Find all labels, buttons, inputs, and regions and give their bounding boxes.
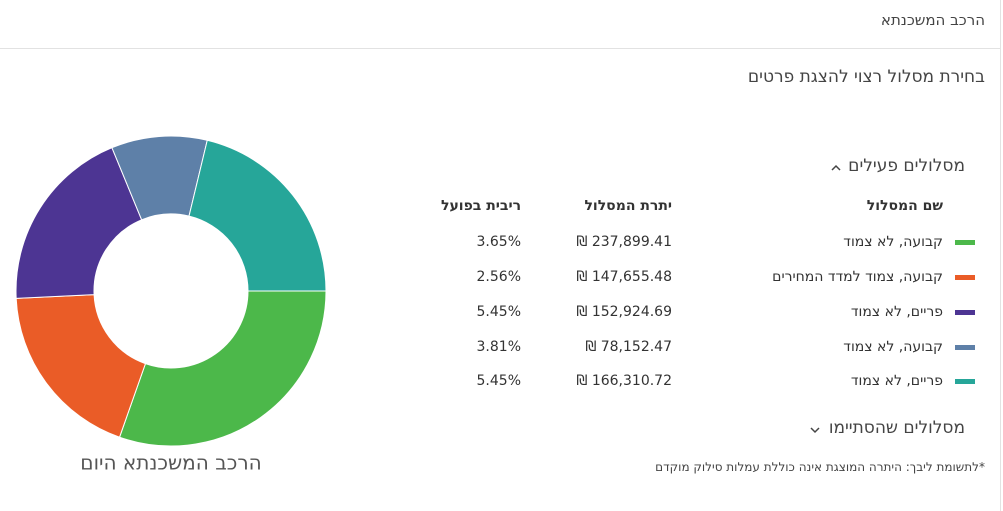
donut-chart: הרכב המשכנתא היום [15,135,327,475]
footnote: *לתשומת ליבך: היתרה המוצגת אינה כוללת עמ… [655,460,985,474]
donut-slice[interactable] [15,147,143,299]
legend-swatch [955,379,975,384]
caret-down [810,427,820,434]
route-name: קבועה, לא צמוד [843,234,943,250]
chart-title: הרכב המשכנתא היום [80,451,261,475]
header-name: שם המסלול [866,198,943,214]
ended-section-toggle[interactable]: מסלולים שהסתיימו [828,418,965,438]
route-balance: ₪ 152,924.69 [576,304,672,320]
header-rate: ריבית בפועל [441,198,521,214]
donut-slice[interactable] [15,294,147,438]
header-bar [0,0,1001,49]
header-balance: יתרת המסלול [584,198,672,214]
legend-swatch [955,310,975,315]
route-balance: ₪ 147,655.48 [576,269,672,285]
route-rate: 2.56% [476,269,521,285]
route-name: פריים, לא צמוד [850,304,943,320]
route-balance: ₪ 78,152.47 [585,339,672,355]
header-title: הרכב המשכנתא [880,11,985,29]
route-rate: 3.65% [476,234,521,250]
subtitle: בחירת מסלול רצוי להצגת פרטים [747,67,985,87]
panel-border [1000,48,1001,511]
route-rate: 5.45% [476,304,521,320]
donut-slice[interactable] [188,139,327,292]
route-balance: ₪ 237,899.41 [576,234,672,250]
legend-swatch [955,345,975,350]
route-rate: 3.81% [476,339,521,355]
route-name: קבועה, צמוד למדד המחירים [772,269,943,285]
caret-up [831,164,841,171]
legend-swatch [955,240,975,245]
route-balance: ₪ 166,310.72 [576,373,672,389]
donut-slice[interactable] [118,290,327,447]
legend-swatch [955,275,975,280]
route-rate: 5.45% [476,373,521,389]
route-name: קבועה, לא צמוד [843,339,943,355]
active-section-toggle[interactable]: מסלולים פעילים [848,156,965,176]
route-name: פריים, לא צמוד [850,373,943,389]
